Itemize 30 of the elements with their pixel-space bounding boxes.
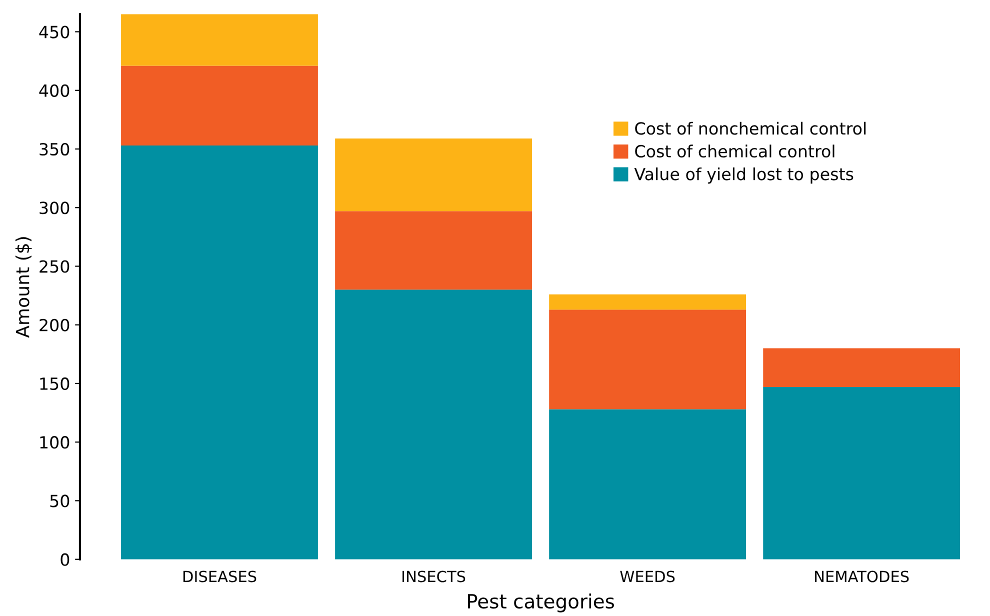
legend-label: Cost of nonchemical control: [635, 122, 866, 135]
x-tick-label: INSECTS: [402, 570, 466, 582]
bar: [763, 386, 960, 560]
bar: [549, 310, 746, 410]
x-tick-label: WEEDS: [620, 570, 675, 582]
y-tick-label: 0: [60, 553, 70, 566]
x-tick-label: NEMATODES: [815, 570, 909, 582]
y-tick-label: 50: [50, 494, 70, 508]
y-tick-label: 450: [39, 26, 70, 38]
bar: [335, 138, 532, 212]
bar: [549, 409, 746, 560]
y-tick-label: 350: [40, 142, 70, 156]
y-tick-label: 300: [40, 202, 70, 214]
bar: [549, 294, 746, 310]
y-tick-label: 150: [40, 377, 70, 390]
bar: [121, 145, 318, 560]
y-tick-label: 200: [40, 318, 70, 332]
x-axis-title: Pest categories: [468, 594, 614, 612]
y-tick-label: 400: [39, 84, 70, 97]
bar: [763, 348, 960, 387]
legend-label: Cost of chemical control: [635, 144, 834, 158]
bar: [121, 14, 318, 66]
y-axis-title: Amount ($): [15, 237, 32, 338]
legend-label: Value of yield lost to pests: [634, 167, 854, 184]
y-tick-label: 100: [40, 436, 70, 449]
bar: [335, 211, 532, 290]
y-tick-label: 250: [40, 260, 70, 273]
bar: [121, 66, 318, 146]
x-tick-label: DISEASES: [183, 570, 256, 582]
bar: [335, 290, 532, 560]
